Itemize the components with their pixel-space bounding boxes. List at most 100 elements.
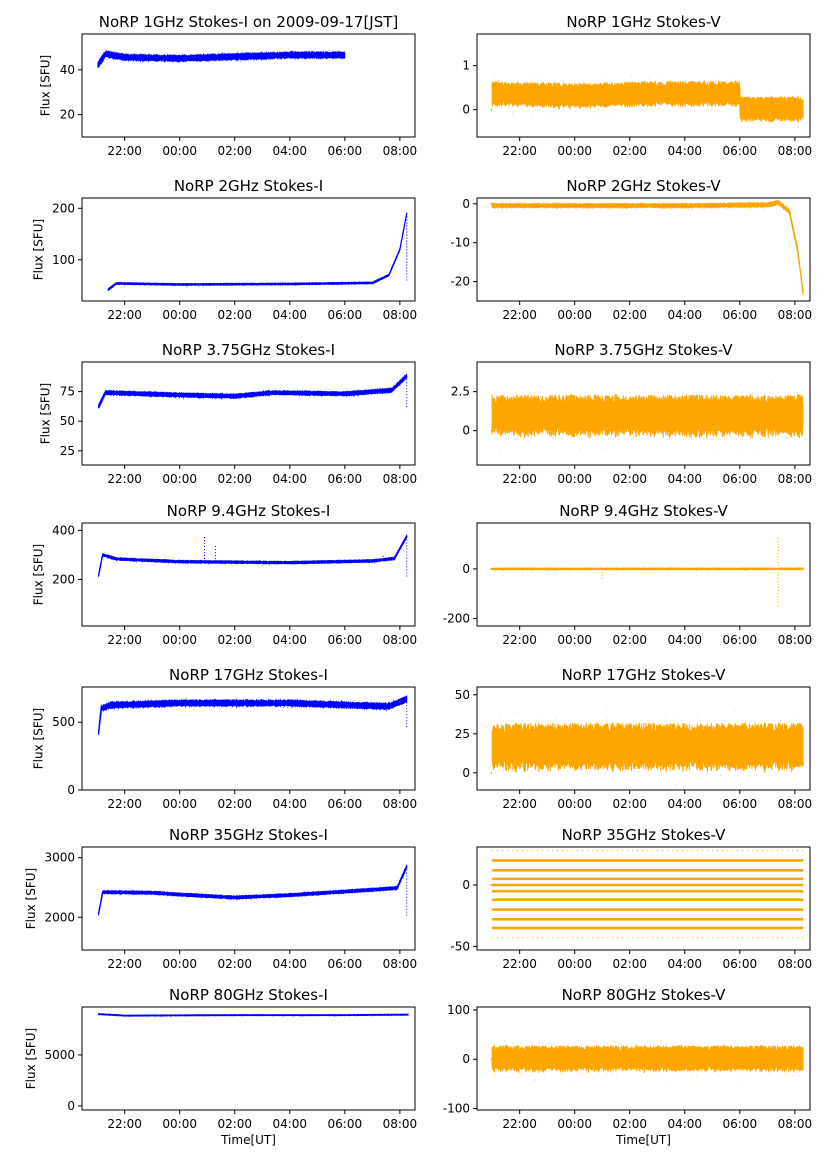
outlier-point bbox=[786, 426, 788, 428]
outlier-point bbox=[282, 1015, 284, 1017]
outlier-point bbox=[646, 426, 647, 428]
outlier-point bbox=[697, 1056, 699, 1057]
outlier-point bbox=[520, 83, 522, 85]
outlier-point bbox=[555, 205, 557, 207]
outlier-point bbox=[192, 59, 194, 60]
outlier-point bbox=[590, 410, 592, 412]
outlier-point bbox=[315, 891, 317, 893]
outlier-point bbox=[153, 282, 155, 284]
outlier-point bbox=[772, 422, 774, 424]
outlier-point bbox=[758, 569, 760, 571]
outlier-point bbox=[606, 718, 608, 720]
outlier-point bbox=[724, 761, 726, 763]
outlier-point bbox=[519, 1056, 521, 1058]
outlier-point bbox=[603, 569, 605, 571]
y-tick-label: -50 bbox=[450, 939, 470, 953]
outlier-point bbox=[389, 888, 391, 890]
outlier-point bbox=[662, 205, 664, 207]
outlier-point bbox=[550, 735, 551, 736]
outlier-point bbox=[380, 278, 382, 280]
outlier-point bbox=[500, 87, 502, 89]
outlier-point bbox=[619, 206, 621, 208]
outlier-point bbox=[171, 55, 173, 57]
outlier-point bbox=[592, 393, 594, 394]
outlier-point bbox=[304, 891, 306, 893]
outlier-point bbox=[752, 568, 754, 570]
x-tick-label: 04:00 bbox=[272, 472, 307, 486]
outlier-point bbox=[640, 1047, 642, 1049]
outlier-point bbox=[273, 52, 275, 54]
outlier-point bbox=[501, 567, 503, 569]
outlier-point bbox=[263, 895, 265, 897]
outlier-point bbox=[327, 55, 329, 57]
outlier-point bbox=[239, 283, 241, 285]
outlier-point bbox=[751, 116, 753, 118]
outlier-point bbox=[576, 205, 578, 207]
outlier-point bbox=[252, 284, 254, 286]
outlier-point bbox=[538, 206, 540, 208]
outlier-point bbox=[154, 705, 155, 707]
outlier-point bbox=[668, 93, 670, 95]
outlier-point bbox=[603, 105, 604, 107]
outlier-point bbox=[577, 570, 579, 572]
outlier-point bbox=[704, 205, 706, 207]
outlier-point bbox=[590, 100, 592, 102]
x-tick-label: 02:00 bbox=[612, 308, 647, 322]
outlier-point bbox=[800, 1063, 802, 1065]
outlier-point bbox=[159, 59, 161, 61]
outlier-point bbox=[625, 446, 627, 447]
outlier-point bbox=[734, 710, 735, 712]
x-tick-label: 08:00 bbox=[778, 472, 813, 486]
outlier-point bbox=[517, 433, 519, 435]
outlier-point bbox=[761, 422, 763, 424]
outlier-point bbox=[702, 92, 704, 94]
outlier-point bbox=[511, 204, 513, 206]
outlier-point bbox=[557, 86, 559, 88]
x-tick-label: 06:00 bbox=[328, 797, 363, 811]
outlier-point bbox=[611, 567, 613, 569]
outlier-point bbox=[253, 896, 255, 898]
outlier-point bbox=[558, 403, 560, 405]
data-band bbox=[97, 49, 346, 69]
outlier-point bbox=[744, 439, 746, 441]
outlier-point bbox=[604, 111, 606, 113]
outlier-point bbox=[591, 86, 593, 88]
outlier-point bbox=[643, 386, 644, 388]
outlier-point bbox=[526, 203, 528, 205]
outlier-point bbox=[562, 99, 564, 100]
outlier-point bbox=[779, 432, 781, 433]
outlier-point bbox=[649, 1073, 651, 1075]
outlier-point bbox=[631, 391, 633, 393]
outlier-point bbox=[283, 893, 285, 895]
outlier-point bbox=[793, 97, 795, 99]
outlier-point bbox=[522, 1073, 524, 1075]
outlier-point bbox=[660, 207, 662, 209]
outlier-point bbox=[492, 81, 494, 83]
outlier-point bbox=[616, 569, 618, 571]
outlier-point bbox=[684, 1056, 686, 1058]
outlier-point bbox=[569, 567, 571, 569]
outlier-point bbox=[608, 567, 610, 569]
outlier-point bbox=[519, 86, 520, 88]
outlier-point bbox=[660, 408, 662, 410]
outlier-point bbox=[693, 1054, 695, 1056]
outlier-point bbox=[792, 101, 794, 102]
y-tick-label: 0 bbox=[67, 783, 75, 797]
outlier-point bbox=[676, 713, 678, 715]
outlier-point bbox=[782, 567, 784, 569]
outlier-point bbox=[773, 728, 775, 730]
outlier-point bbox=[626, 205, 628, 207]
outlier-point bbox=[554, 1050, 556, 1052]
outlier-point bbox=[542, 568, 544, 570]
outlier-point bbox=[664, 1054, 666, 1056]
outlier-point bbox=[238, 703, 240, 705]
outlier-point bbox=[361, 1014, 363, 1016]
outlier-point bbox=[701, 207, 703, 209]
outlier-point bbox=[543, 204, 545, 206]
outlier-point bbox=[662, 735, 664, 737]
outlier-point bbox=[352, 394, 354, 396]
outlier-point bbox=[699, 1044, 700, 1046]
outlier-point bbox=[609, 570, 611, 572]
outlier-point bbox=[687, 1056, 689, 1058]
outlier-point bbox=[721, 205, 723, 207]
